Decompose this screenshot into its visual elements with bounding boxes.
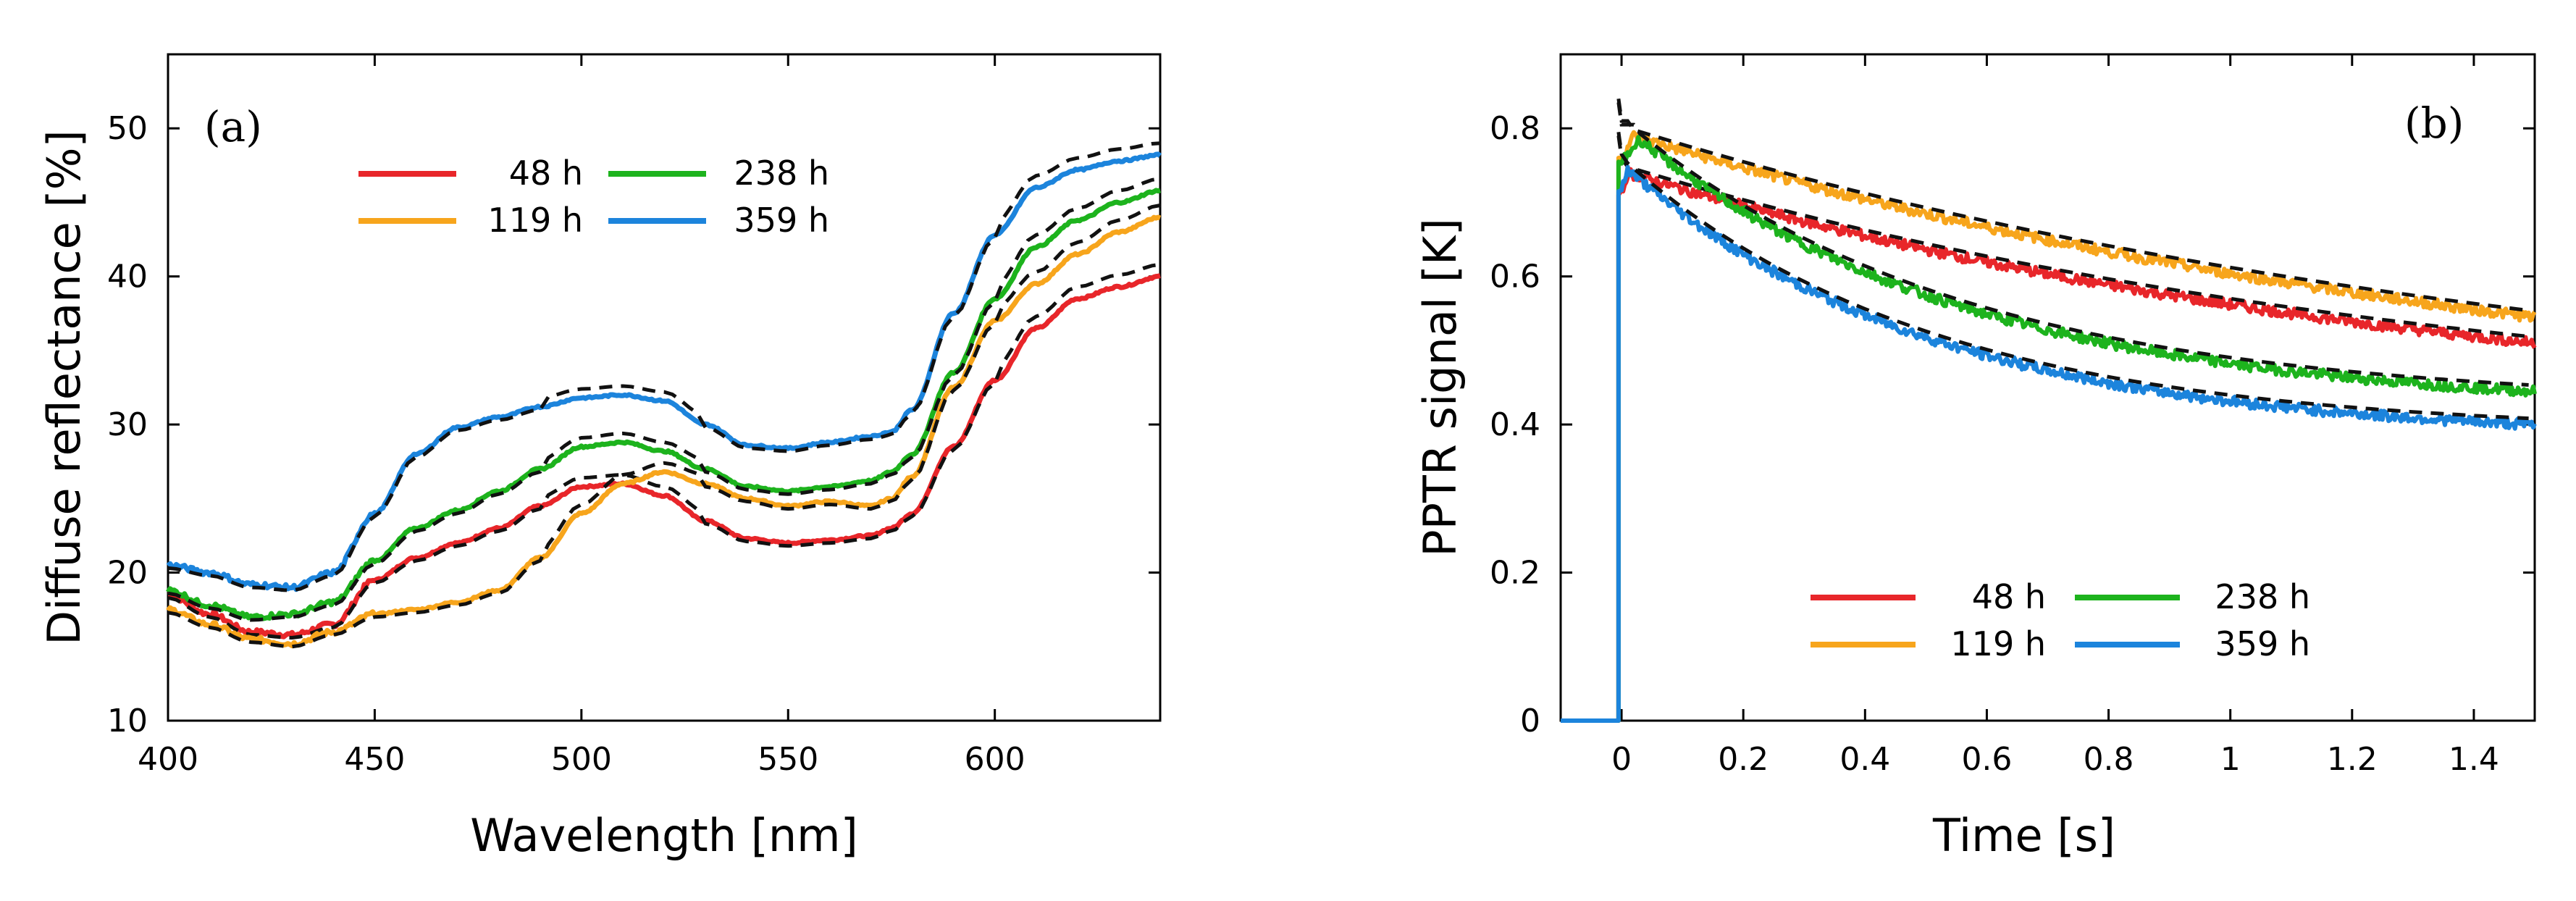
y-tick-label: 0.4 — [1490, 406, 1540, 443]
x-tick-label: 0.8 — [2084, 741, 2134, 778]
x-tick-label: 450 — [344, 741, 405, 778]
series-119h-fit — [167, 204, 1161, 649]
legend-label: 238 h — [734, 154, 829, 193]
series-238h-fit — [1616, 102, 2529, 387]
series-48h-fit — [167, 262, 1161, 640]
panel-a-legend: 48 h 238 h 119 h 359 h — [358, 154, 829, 240]
y-tick-label: 30 — [107, 406, 148, 443]
legend-label: 238 h — [2215, 577, 2310, 616]
series-119h-line — [1561, 130, 2537, 723]
panel-b-legend: 48 h 238 h 119 h 359 h — [1811, 577, 2310, 663]
y-tick-label: 10 — [107, 703, 148, 739]
panel-b-ticks: 0 0.2 0.4 0.6 0.8 1 1.2 1.4 0 0.2 0.4 0.6 0.8 — [1490, 54, 2535, 778]
series-359h-fit — [167, 141, 1161, 592]
series-359h-fit — [1616, 131, 2529, 421]
legend-label: 48 h — [1972, 577, 2046, 616]
panel-a-label: (a) — [204, 102, 262, 151]
x-tick-label: 0.4 — [1839, 741, 1890, 778]
panel-a-curves — [166, 141, 1162, 649]
panel-b-label: (b) — [2404, 99, 2464, 148]
x-tick-label: 550 — [758, 741, 818, 778]
x-tick-label: 0.6 — [1961, 741, 2012, 778]
x-tick-label: 1.4 — [2449, 741, 2499, 778]
series-48h-fit — [1616, 135, 2529, 339]
x-tick-label: 0 — [1611, 741, 1632, 778]
legend-label: 359 h — [734, 201, 829, 240]
series-359h-line — [1561, 164, 2537, 723]
legend-label: 48 h — [509, 154, 583, 193]
panel-a: 400 450 500 550 600 10 20 30 40 50 (a) Wavelength… — [38, 53, 1162, 862]
series-48h-line — [167, 273, 1161, 640]
panel-a-ylabel: Diffuse reflectance [%] — [38, 130, 91, 645]
panel-b-ylabel: PPTR signal [K] — [1414, 218, 1467, 557]
y-tick-label: 20 — [107, 555, 148, 592]
x-tick-label: 600 — [965, 741, 1025, 778]
series-119h-line — [166, 214, 1162, 648]
panel-b-xlabel: Time [s] — [1932, 809, 2115, 862]
y-tick-label: 0 — [1520, 703, 1540, 739]
y-tick-label: 0.6 — [1490, 259, 1540, 296]
panel-b: 0 0.2 0.4 0.6 0.8 1 1.2 1.4 0 0.2 0.4 0.6 0.8 (b) Ti… — [1414, 53, 2537, 862]
y-tick-label: 0.2 — [1490, 555, 1540, 592]
panel-a-ticks: 400 450 500 550 600 10 20 30 40 50 — [107, 54, 1160, 778]
plot-a-frame — [167, 53, 1162, 722]
x-tick-label: 0.2 — [1718, 741, 1769, 778]
series-119h-fit — [1616, 98, 2529, 313]
x-tick-label: 1.2 — [2327, 741, 2378, 778]
legend-label: 119 h — [487, 201, 583, 240]
y-tick-label: 40 — [107, 259, 148, 296]
x-tick-label: 400 — [138, 741, 198, 778]
y-tick-label: 50 — [107, 110, 148, 147]
legend-label: 119 h — [1950, 624, 2046, 663]
series-48h-line — [1561, 167, 2537, 723]
series-238h-line — [1561, 135, 2537, 723]
panel-a-xlabel: Wavelength [nm] — [470, 809, 858, 862]
y-tick-label: 0.8 — [1490, 110, 1540, 147]
x-tick-label: 1 — [2220, 741, 2241, 778]
x-tick-label: 500 — [551, 741, 612, 778]
series-238h-line — [166, 188, 1162, 621]
panel-b-curves — [1561, 98, 2537, 723]
legend-label: 359 h — [2215, 624, 2310, 663]
